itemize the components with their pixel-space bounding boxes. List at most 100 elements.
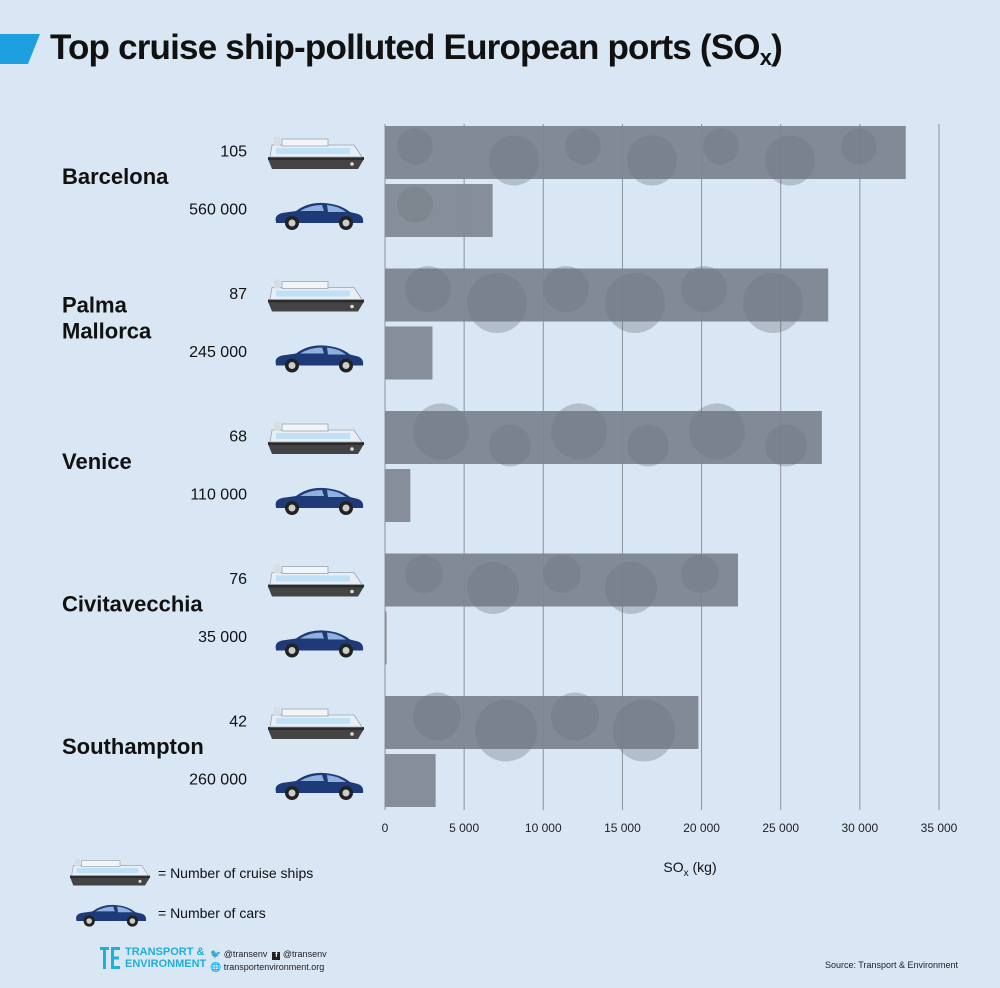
twitter-icon: 🐦 — [210, 949, 222, 959]
bar-texture — [475, 699, 537, 762]
x-axis-title-sub: x — [684, 868, 689, 879]
x-axis-title-suffix: (kg) — [689, 859, 717, 875]
legend-cars: = Number of cars — [70, 898, 266, 928]
bar-texture — [627, 135, 677, 186]
legend-cars-label: = Number of cars — [158, 905, 266, 921]
bar-texture — [605, 562, 657, 614]
org-logo: TRANSPORT & ENVIRONMENT — [100, 946, 206, 970]
row-labels: 105 560 000 Barcelona 87 245 000 Palma Mallorc… — [62, 136, 365, 800]
bar-texture — [405, 555, 443, 593]
port-label: Barcelona — [62, 164, 169, 189]
page-title: Top cruise ship-polluted European ports … — [50, 28, 783, 71]
org-name-line2: ENVIRONMENT — [125, 958, 207, 970]
x-tick-label: 5 000 — [449, 821, 479, 835]
port-label: Venice — [62, 449, 132, 474]
footer: TRANSPORT & ENVIRONMENT 🐦 @transenv f @t… — [100, 946, 980, 976]
bar-texture — [613, 699, 675, 762]
cruise-ship-icon — [267, 706, 365, 740]
bar-texture — [689, 403, 745, 460]
cruise-ship-icon — [267, 279, 365, 312]
count-label: 560 000 — [189, 202, 247, 219]
car-icon — [275, 202, 364, 230]
bar-texture — [551, 403, 607, 460]
bar-texture — [543, 266, 589, 312]
legend-ships-label: = Number of cruise ships — [158, 865, 314, 881]
count-label: 110 000 — [190, 487, 247, 504]
bar-texture — [565, 128, 601, 165]
bar-cars — [385, 326, 433, 380]
car-icon — [275, 345, 364, 373]
sox-bar-chart: 105 560 000 Barcelona 87 245 000 Palma Mallorc… — [62, 124, 958, 879]
count-label: 76 — [229, 571, 247, 588]
bar-texture — [743, 273, 803, 333]
bar-cars — [385, 469, 411, 522]
bar-texture — [605, 273, 665, 333]
x-tick-label: 0 — [382, 821, 389, 835]
port-label: Palma Mallorca — [62, 293, 152, 344]
bar-texture — [489, 424, 531, 467]
grid-lines — [384, 124, 940, 810]
bar-texture — [627, 424, 669, 467]
count-label: 260 000 — [189, 772, 247, 789]
website-link[interactable]: transportenvironment.org — [223, 962, 325, 972]
x-tick-label: 30 000 — [842, 821, 879, 835]
te-logo-icon — [100, 947, 120, 969]
bar-texture — [765, 135, 815, 186]
port-label: Southampton — [62, 734, 204, 759]
legend-ships: = Number of cruise ships — [70, 858, 313, 888]
bar-texture — [467, 562, 519, 614]
bar-texture — [413, 403, 469, 460]
bar-texture — [765, 424, 807, 467]
title-bar: Top cruise ship-polluted European ports … — [0, 28, 1000, 78]
car-icon — [76, 904, 147, 927]
bar-texture — [397, 128, 433, 165]
car-icon — [275, 772, 364, 800]
count-label: 245 000 — [189, 344, 247, 361]
x-tick-label: 15 000 — [604, 821, 641, 835]
bar-texture — [551, 692, 599, 741]
title-subscript: x — [759, 45, 772, 70]
x-axis-ticks: 0 5 000 10 000 15 000 20 000 25 000 30 000 35 0… — [382, 821, 958, 835]
facebook-handle[interactable]: @transenv — [282, 949, 327, 959]
x-axis-title: SOx (kg) — [663, 859, 716, 879]
bar-texture — [703, 128, 739, 165]
bar-ships — [385, 268, 829, 322]
x-axis-title-main: SO — [663, 859, 683, 875]
bar-texture — [467, 273, 527, 333]
bar-texture — [397, 186, 433, 223]
bar-texture — [413, 692, 461, 741]
bar-texture — [681, 555, 719, 593]
cruise-ship-icon — [267, 564, 365, 597]
bar-texture — [543, 555, 581, 593]
social-links: 🐦 @transenv f @transenv 🌐 transportenvir… — [210, 948, 327, 974]
bar-texture — [681, 266, 727, 312]
cruise-ship-icon — [267, 136, 365, 170]
car-icon — [275, 487, 364, 515]
cruise-ship-icon — [267, 421, 365, 455]
x-tick-label: 25 000 — [762, 821, 799, 835]
bar-ships — [385, 696, 699, 749]
twitter-handle[interactable]: @transenv — [223, 949, 268, 959]
bar-ships — [385, 126, 906, 179]
source-note: Source: Transport & Environment — [824, 960, 958, 970]
x-tick-label: 35 000 — [921, 821, 958, 835]
bar-cars — [385, 184, 493, 237]
count-label: 68 — [229, 429, 247, 446]
count-label: 87 — [229, 286, 247, 303]
title-accent-icon — [0, 34, 40, 64]
port-label: Civitavecchia — [62, 592, 203, 617]
bars — [385, 126, 906, 807]
bar-cars — [385, 611, 387, 665]
x-tick-label: 10 000 — [525, 821, 562, 835]
org-name-line1: TRANSPORT & — [125, 946, 205, 958]
count-label: 42 — [229, 714, 247, 731]
title-main: Top cruise ship-polluted European ports … — [50, 28, 761, 67]
count-label: 105 — [220, 144, 247, 161]
bar-texture — [841, 128, 877, 165]
title-suffix: ) — [771, 28, 783, 67]
count-label: 35 000 — [198, 629, 247, 646]
facebook-icon: f — [272, 952, 281, 960]
car-icon — [275, 630, 364, 658]
bar-ships — [385, 411, 822, 464]
bar-cars — [385, 754, 436, 807]
